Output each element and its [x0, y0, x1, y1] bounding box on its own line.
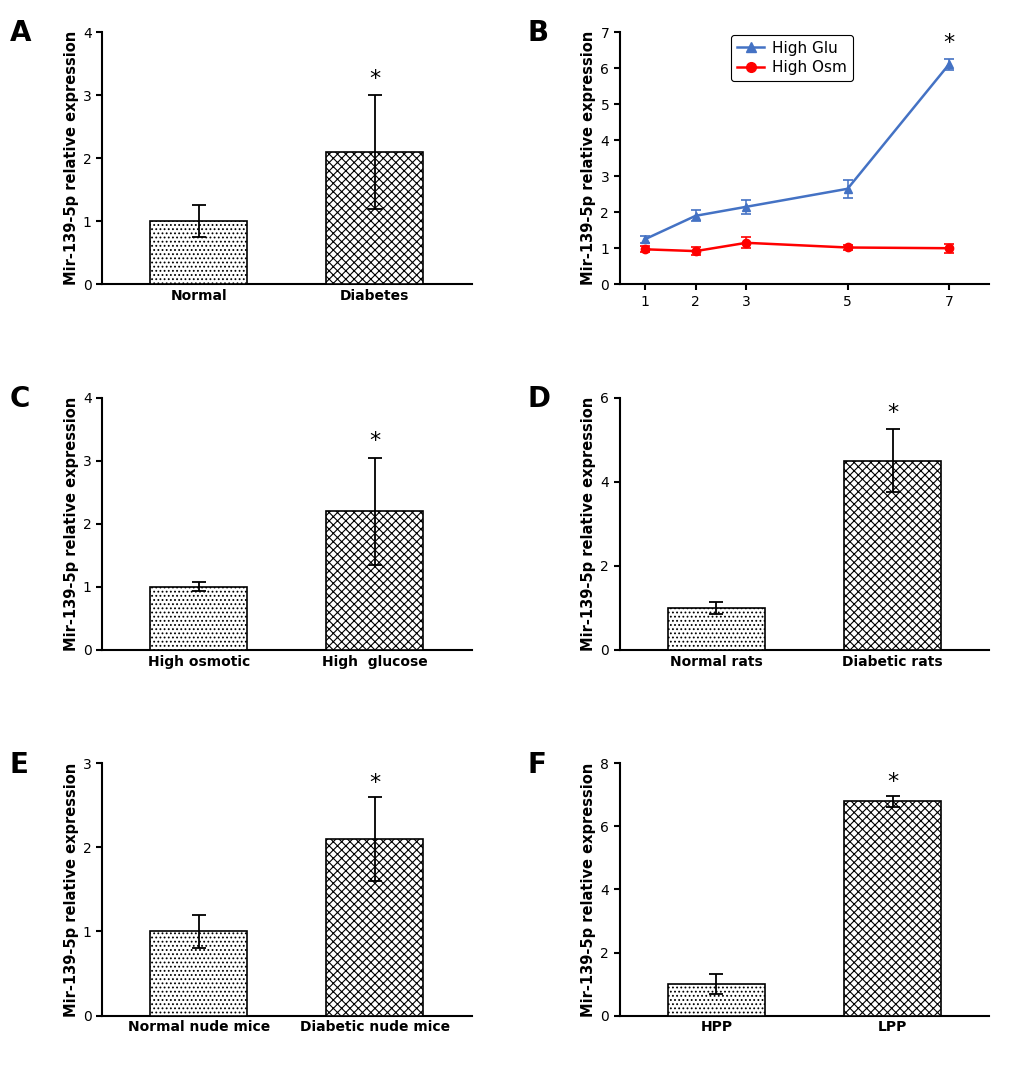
- Text: D: D: [527, 385, 549, 413]
- Bar: [326, 152, 423, 284]
- Bar: [667, 985, 764, 1016]
- Y-axis label: Mir-139-5p relative expression: Mir-139-5p relative expression: [63, 31, 78, 285]
- Text: *: *: [369, 431, 380, 451]
- Y-axis label: Mir-139-5p relative expression: Mir-139-5p relative expression: [581, 397, 596, 651]
- Bar: [844, 461, 941, 650]
- Text: C: C: [9, 385, 30, 413]
- Bar: [150, 587, 247, 650]
- Legend: High Glu, High Osm: High Glu, High Osm: [730, 34, 852, 81]
- Y-axis label: Mir-139-5p relative expression: Mir-139-5p relative expression: [63, 762, 78, 1017]
- Text: F: F: [527, 750, 545, 779]
- Bar: [326, 839, 423, 1016]
- Y-axis label: Mir-139-5p relative expression: Mir-139-5p relative expression: [581, 762, 596, 1017]
- Y-axis label: Mir-139-5p relative expression: Mir-139-5p relative expression: [63, 397, 78, 651]
- Bar: [150, 221, 247, 284]
- Bar: [844, 801, 941, 1016]
- Text: *: *: [369, 773, 380, 793]
- Y-axis label: Mir-139-5p relative expression: Mir-139-5p relative expression: [581, 31, 596, 285]
- Text: *: *: [943, 33, 954, 53]
- Bar: [150, 931, 247, 1016]
- Text: B: B: [527, 19, 548, 47]
- Text: *: *: [369, 68, 380, 89]
- Bar: [326, 511, 423, 650]
- Bar: [667, 608, 764, 650]
- Text: *: *: [887, 403, 898, 423]
- Text: A: A: [9, 19, 31, 47]
- Text: E: E: [9, 750, 29, 779]
- Text: *: *: [887, 772, 898, 792]
